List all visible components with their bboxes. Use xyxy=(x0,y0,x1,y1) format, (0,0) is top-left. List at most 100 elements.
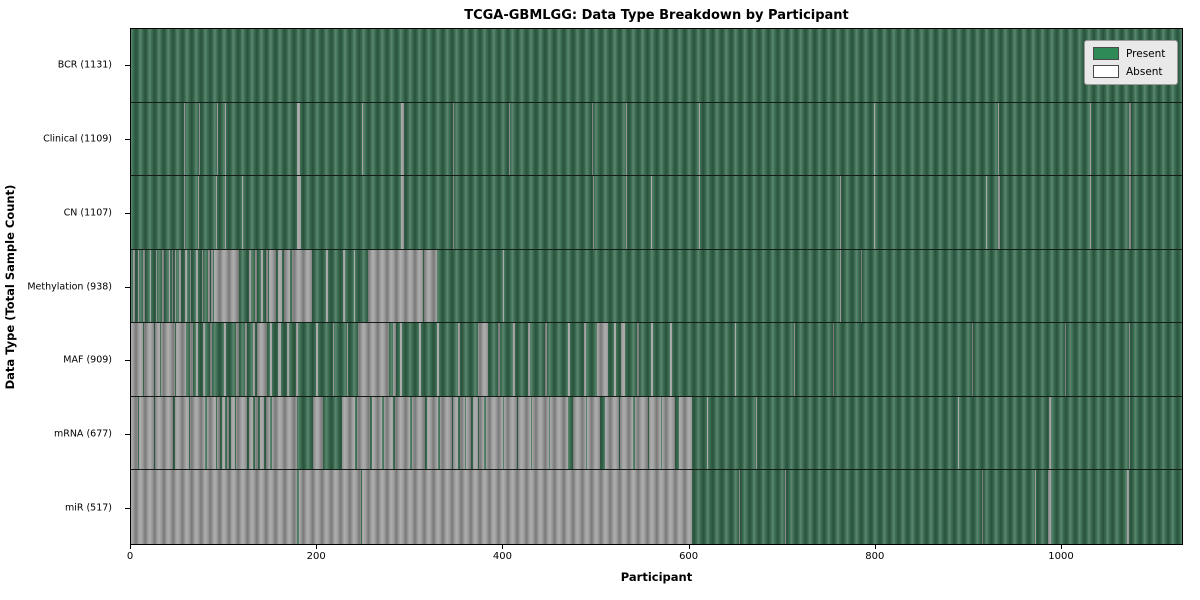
absent-segment xyxy=(1090,176,1091,249)
legend-item-present: Present xyxy=(1093,47,1169,60)
absent-segment xyxy=(840,249,841,323)
absent-segment xyxy=(426,396,438,470)
absent-segment xyxy=(503,396,517,470)
absent-segment xyxy=(661,396,675,470)
absent-segment xyxy=(217,102,219,176)
absent-segment xyxy=(270,323,273,396)
absent-segment xyxy=(452,176,454,249)
absent-segment xyxy=(452,102,454,176)
x-tick-mark xyxy=(874,545,876,549)
absent-segment xyxy=(648,396,661,470)
absent-segment xyxy=(874,102,876,176)
absent-segment xyxy=(287,323,289,396)
absent-segment xyxy=(346,323,348,396)
absent-segment xyxy=(1129,323,1130,396)
absent-segment xyxy=(394,396,410,470)
present-swatch xyxy=(1093,47,1119,60)
x-tick-mark xyxy=(688,545,690,549)
absent-segment xyxy=(1129,102,1131,176)
absent-segment xyxy=(245,323,248,396)
absent-segment xyxy=(241,176,243,249)
absent-segment xyxy=(436,323,439,396)
absent-segment xyxy=(357,323,390,396)
x-tick-labels: 0 200 400 600 800 1000 xyxy=(127,545,1183,567)
absent-segment xyxy=(131,396,139,470)
absent-segment xyxy=(477,323,488,396)
absent-segment xyxy=(254,249,258,323)
absent-segment xyxy=(626,176,628,249)
absent-segment xyxy=(236,323,239,396)
absent-segment xyxy=(400,323,403,396)
absent-segment xyxy=(184,249,187,323)
absent-segment xyxy=(231,396,236,470)
absent-segment xyxy=(793,323,795,396)
legend-label: Present xyxy=(1126,47,1166,60)
absent-segment xyxy=(315,323,318,396)
absent-segment xyxy=(249,396,253,470)
absent-segment xyxy=(131,470,298,544)
absent-segment xyxy=(971,323,973,396)
y-tick-mark xyxy=(125,508,130,510)
absent-segment xyxy=(296,323,299,396)
absent-segment xyxy=(458,323,460,396)
absent-segment xyxy=(532,396,550,470)
x-tick-label: 1000 xyxy=(1048,551,1074,562)
absent-segment xyxy=(260,396,264,470)
absent-segment xyxy=(155,323,160,396)
y-tick-label: miR (517) xyxy=(64,502,112,514)
absent-swatch xyxy=(1093,65,1119,78)
absent-segment xyxy=(393,323,396,396)
absent-segment xyxy=(189,249,192,323)
absent-segment xyxy=(222,396,225,470)
absent-segment xyxy=(401,102,405,176)
absent-segment xyxy=(651,323,654,396)
absent-segment xyxy=(342,249,345,323)
absent-segment xyxy=(604,396,619,470)
absent-segment xyxy=(208,249,210,323)
y-tick-mark xyxy=(125,212,130,214)
absent-segment xyxy=(466,396,472,470)
absent-segment xyxy=(371,396,382,470)
legend: Present Absent xyxy=(1084,40,1178,85)
absent-segment xyxy=(210,249,213,323)
absent-segment xyxy=(832,323,834,396)
y-tick-label: Methylation (938) xyxy=(27,281,112,292)
y-tick-label: MAF (909) xyxy=(63,354,112,366)
absent-segment xyxy=(509,102,511,176)
absent-segment xyxy=(401,176,405,249)
absent-segment xyxy=(517,396,531,470)
chart-title: TCGA-GBMLGG: Data Type Breakdown by Part… xyxy=(464,8,849,23)
absent-segment xyxy=(545,323,548,396)
x-tick-label: 800 xyxy=(865,551,885,562)
absent-segment xyxy=(1090,102,1091,176)
absent-segment xyxy=(756,396,758,470)
absent-segment xyxy=(249,249,251,323)
absent-segment xyxy=(840,176,841,249)
absent-segment xyxy=(479,396,485,470)
absent-segment xyxy=(637,323,640,396)
absent-segment xyxy=(498,323,500,396)
absent-segment xyxy=(174,396,189,470)
y-tick-label: BCR (1131) xyxy=(57,59,112,71)
absent-segment xyxy=(985,176,987,249)
absent-segment xyxy=(297,176,302,249)
absent-segment xyxy=(958,396,959,470)
row-methylation xyxy=(131,249,1182,324)
absent-segment xyxy=(738,470,740,544)
absent-segment xyxy=(183,102,185,176)
absent-segment xyxy=(1048,470,1051,544)
absent-segment xyxy=(527,323,530,396)
absent-segment xyxy=(175,323,186,396)
absent-segment xyxy=(131,323,144,396)
absent-segment xyxy=(216,176,218,249)
absent-segment xyxy=(143,249,145,323)
y-tick-mark xyxy=(125,434,130,436)
absent-segment xyxy=(198,102,200,176)
y-tick-label: Clinical (1109) xyxy=(43,133,112,145)
x-tick-mark xyxy=(130,545,131,549)
absent-segment xyxy=(472,396,478,470)
absent-segment xyxy=(223,323,226,396)
absent-segment xyxy=(411,396,425,470)
row-maf xyxy=(131,323,1182,397)
absent-segment xyxy=(203,323,206,396)
